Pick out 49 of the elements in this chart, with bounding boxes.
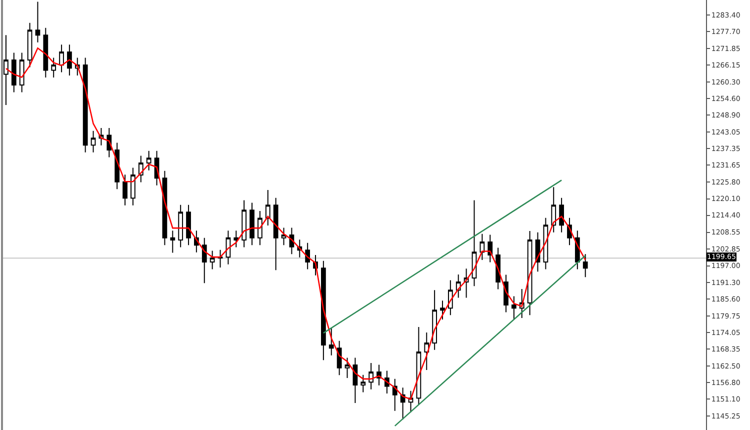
candlestick bbox=[527, 230, 532, 316]
candlestick bbox=[250, 202, 254, 246]
candlestick bbox=[352, 357, 358, 404]
candlestick bbox=[265, 190, 270, 226]
candlestick bbox=[27, 22, 32, 68]
candlestick bbox=[122, 174, 128, 206]
candlestick bbox=[511, 296, 516, 321]
candlestick bbox=[258, 210, 262, 246]
candlestick bbox=[400, 387, 406, 420]
line-series bbox=[5, 48, 586, 400]
candlestick bbox=[202, 237, 207, 284]
candlestick bbox=[90, 130, 96, 153]
candlestick bbox=[582, 254, 588, 278]
candlestick bbox=[35, 1, 40, 43]
candlestick bbox=[336, 340, 342, 376]
candlestick bbox=[19, 52, 24, 93]
candlestick bbox=[480, 233, 485, 260]
candlestick bbox=[551, 186, 556, 233]
candlestick bbox=[472, 200, 477, 287]
candlestick bbox=[59, 44, 64, 73]
candlestick bbox=[210, 250, 215, 270]
candlestick bbox=[543, 217, 548, 270]
candlestick bbox=[432, 290, 437, 350]
candlestick bbox=[170, 230, 176, 254]
candlestick bbox=[234, 230, 239, 248]
candlestick bbox=[360, 374, 366, 393]
candlestick bbox=[11, 52, 16, 93]
candlestick bbox=[130, 167, 136, 206]
candlestick bbox=[178, 204, 184, 248]
candlestick bbox=[114, 142, 120, 190]
candlestick bbox=[82, 57, 88, 153]
candlestick bbox=[344, 357, 350, 379]
candlestick bbox=[51, 57, 56, 78]
candlestick bbox=[242, 200, 247, 248]
candlestick bbox=[559, 197, 564, 233]
candlestick bbox=[4, 34, 8, 106]
candlestick bbox=[146, 150, 152, 171]
candlestick bbox=[67, 44, 72, 76]
candlestick bbox=[281, 227, 286, 246]
candlestick bbox=[43, 27, 48, 78]
candlestick bbox=[226, 230, 231, 265]
candlestick bbox=[424, 332, 430, 370]
candlestick bbox=[440, 300, 445, 320]
candlestick bbox=[328, 327, 334, 356]
candlestick bbox=[273, 197, 278, 271]
candlestick bbox=[321, 260, 326, 361]
candlestick bbox=[186, 204, 191, 246]
candlestick bbox=[416, 326, 422, 406]
candlestick bbox=[218, 249, 223, 268]
